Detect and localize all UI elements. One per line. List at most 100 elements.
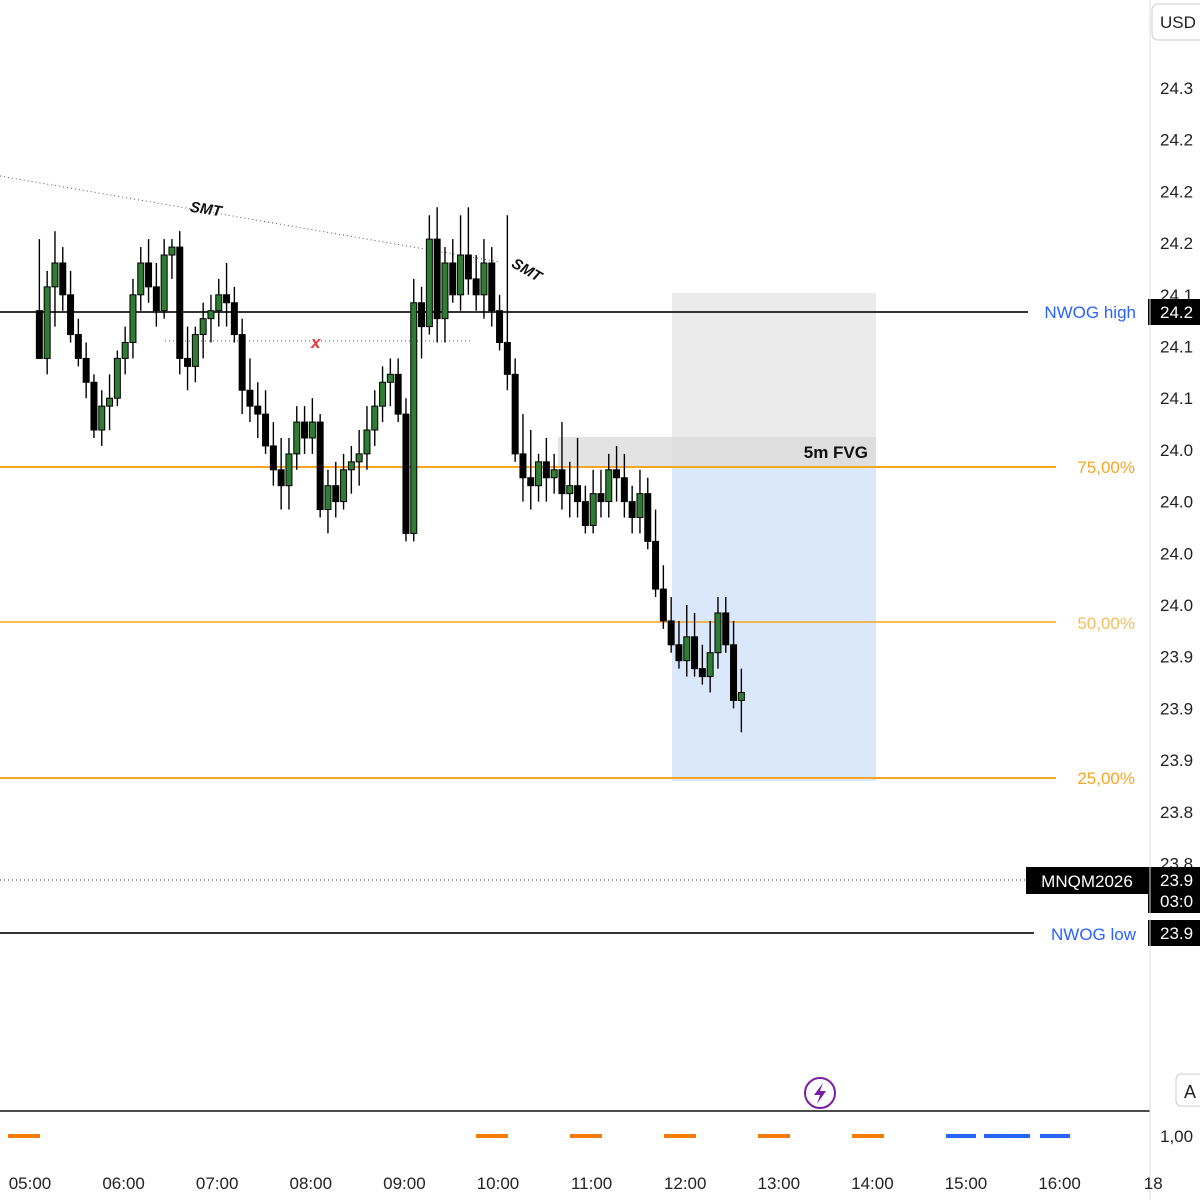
- candle[interactable]: [324, 469, 332, 534]
- candle[interactable]: [730, 620, 738, 709]
- candle[interactable]: [410, 278, 418, 542]
- candle[interactable]: [519, 414, 527, 502]
- candle[interactable]: [106, 374, 114, 431]
- candle[interactable]: [449, 239, 457, 303]
- candle[interactable]: [620, 453, 628, 518]
- candle[interactable]: [535, 453, 543, 502]
- candle[interactable]: [277, 437, 285, 510]
- candle[interactable]: [464, 207, 472, 295]
- candle[interactable]: [59, 247, 67, 311]
- candle[interactable]: [675, 620, 683, 669]
- candle[interactable]: [269, 422, 277, 486]
- candle[interactable]: [714, 597, 722, 669]
- candle[interactable]: [191, 326, 199, 383]
- candle[interactable]: [355, 430, 363, 486]
- candle[interactable]: [441, 247, 449, 343]
- candle[interactable]: [67, 270, 75, 343]
- candle[interactable]: [35, 239, 43, 359]
- candle[interactable]: [230, 286, 238, 343]
- candle[interactable]: [184, 326, 192, 391]
- candle[interactable]: [659, 565, 667, 629]
- candle[interactable]: [379, 366, 387, 423]
- candle[interactable]: [425, 215, 433, 335]
- candle[interactable]: [457, 215, 465, 311]
- time-axis[interactable]: 05:00 06:00 07:00 08:00 09:00 10:00 11:00 12:00…: [9, 1174, 1163, 1193]
- candle[interactable]: [566, 461, 574, 518]
- smt-trendline[interactable]: [0, 175, 501, 263]
- candle[interactable]: [527, 430, 535, 510]
- candle[interactable]: [542, 437, 550, 502]
- candle[interactable]: [581, 485, 589, 534]
- candle[interactable]: [418, 286, 426, 359]
- candle[interactable]: [550, 453, 558, 494]
- price-axis[interactable]: 24.324.224.224.224.124.124.124.024.024.0…: [1160, 79, 1193, 874]
- candle[interactable]: [558, 422, 566, 510]
- candle[interactable]: [706, 620, 714, 693]
- candle[interactable]: [480, 239, 488, 319]
- candle[interactable]: [644, 477, 652, 550]
- candle[interactable]: [613, 445, 621, 502]
- candle[interactable]: [722, 597, 730, 653]
- candle[interactable]: [254, 382, 262, 438]
- candle[interactable]: [574, 437, 582, 518]
- candle[interactable]: [628, 485, 636, 534]
- candle[interactable]: [121, 326, 129, 375]
- candle[interactable]: [207, 294, 215, 343]
- candle[interactable]: [511, 358, 519, 462]
- candle[interactable]: [737, 668, 745, 733]
- candle[interactable]: [402, 398, 410, 542]
- candle[interactable]: [238, 318, 246, 415]
- auto-scale-button[interactable]: [1175, 1073, 1200, 1107]
- candle[interactable]: [503, 215, 511, 391]
- candle[interactable]: [488, 247, 496, 327]
- fvg-zone-box[interactable]: [558, 437, 876, 467]
- candle[interactable]: [597, 469, 605, 518]
- candle[interactable]: [386, 358, 394, 407]
- candle[interactable]: [347, 445, 355, 494]
- candle[interactable]: [667, 597, 675, 653]
- candle[interactable]: [301, 406, 309, 454]
- candle[interactable]: [472, 255, 480, 311]
- candle[interactable]: [199, 302, 207, 359]
- candle[interactable]: [589, 469, 597, 534]
- candle[interactable]: [74, 318, 82, 367]
- candle[interactable]: [636, 469, 644, 534]
- lightning-icon[interactable]: [804, 1077, 836, 1109]
- candle[interactable]: [215, 278, 223, 327]
- candle[interactable]: [285, 437, 293, 510]
- candle[interactable]: [246, 358, 254, 423]
- candle[interactable]: [652, 509, 660, 598]
- candle[interactable]: [113, 350, 121, 407]
- candle[interactable]: [691, 612, 699, 677]
- candle[interactable]: [293, 406, 301, 470]
- candle[interactable]: [683, 605, 691, 677]
- candle[interactable]: [332, 461, 340, 518]
- candle[interactable]: [98, 390, 106, 446]
- candle[interactable]: [129, 278, 137, 359]
- candle[interactable]: [43, 270, 51, 375]
- candle[interactable]: [394, 358, 402, 423]
- candle[interactable]: [160, 239, 168, 319]
- candle[interactable]: [262, 390, 270, 454]
- price-tick-label: 24.0: [1160, 544, 1193, 563]
- candle[interactable]: [605, 453, 613, 518]
- candle[interactable]: [145, 239, 153, 303]
- candle[interactable]: [137, 247, 145, 311]
- candle[interactable]: [698, 644, 706, 685]
- currency-button[interactable]: [1151, 3, 1200, 41]
- candle[interactable]: [152, 262, 160, 327]
- candle[interactable]: [82, 342, 90, 399]
- candle[interactable]: [51, 231, 59, 327]
- candle[interactable]: [90, 374, 98, 438]
- candle[interactable]: [308, 398, 316, 454]
- candle[interactable]: [176, 231, 184, 375]
- candle[interactable]: [168, 239, 176, 279]
- candle[interactable]: [371, 390, 379, 446]
- candle[interactable]: [316, 414, 324, 518]
- candle[interactable]: [223, 262, 231, 327]
- candle[interactable]: [433, 207, 441, 343]
- candle[interactable]: [363, 406, 371, 470]
- candle[interactable]: [496, 294, 504, 351]
- candle[interactable]: [340, 453, 348, 510]
